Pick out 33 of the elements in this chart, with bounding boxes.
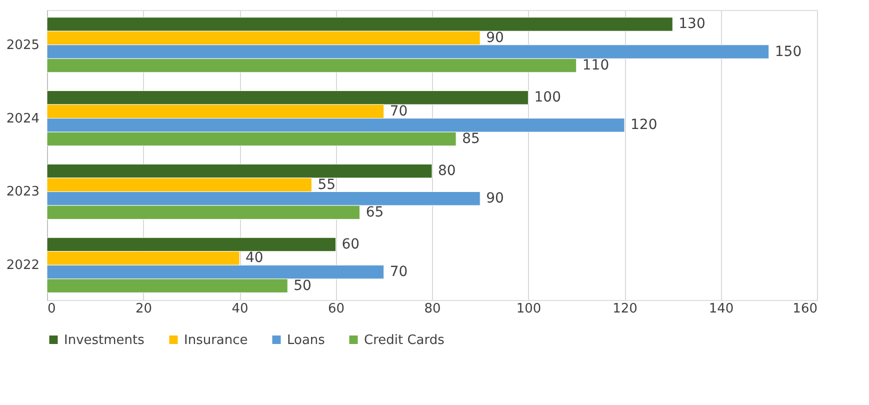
- data-label: 60: [342, 236, 360, 252]
- data-label: 70: [390, 103, 408, 120]
- x-tick-label: 140: [708, 302, 734, 316]
- data-label: 55: [318, 176, 336, 193]
- x-tick-label: 40: [232, 302, 248, 316]
- data-label: 70: [390, 264, 408, 280]
- data-label: 120: [630, 117, 658, 134]
- data-label: 40: [246, 250, 264, 266]
- legend-label: Loans: [287, 332, 326, 348]
- data-label: 130: [678, 16, 706, 32]
- data-label: 85: [462, 130, 480, 147]
- data-label: 80: [438, 163, 456, 180]
- data-label: 65: [366, 204, 384, 220]
- y-tick-label: 2022: [6, 258, 40, 274]
- y-tick-label: 2024: [6, 111, 40, 126]
- x-tick-label: 20: [135, 302, 152, 316]
- legend-label: Investments: [64, 332, 145, 348]
- data-label: 90: [486, 190, 504, 207]
- y-tick-label: 2025: [6, 38, 40, 53]
- x-tick-label: 0: [48, 302, 56, 316]
- legend-label: Insurance: [184, 332, 248, 348]
- x-tick-label: 80: [424, 302, 441, 316]
- data-label: 50: [294, 278, 312, 294]
- x-tick-label: 60: [328, 302, 345, 316]
- legend-label: Credit Cards: [364, 332, 445, 348]
- data-label: 150: [774, 44, 802, 60]
- data-label: 100: [534, 90, 561, 106]
- x-tick-label: 100: [516, 302, 542, 316]
- data-label: 90: [486, 30, 504, 46]
- x-tick-label: 160: [792, 302, 818, 316]
- y-tick-label: 2023: [6, 184, 40, 200]
- data-label: 110: [582, 58, 610, 74]
- x-tick-label: 120: [612, 302, 638, 316]
